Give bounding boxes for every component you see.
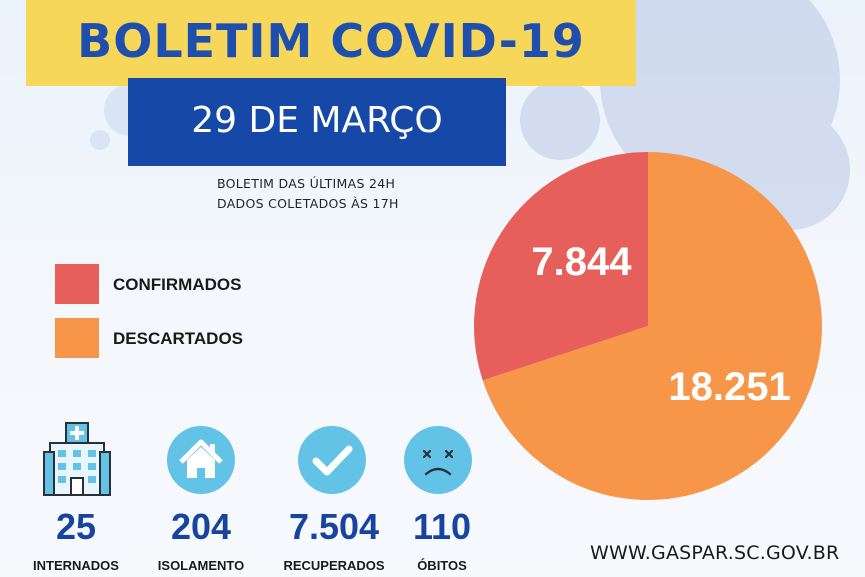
pie-label-confirmados: 7.844: [531, 240, 632, 284]
sad-face-icon: [404, 426, 472, 494]
stat-value-internados: 25: [55, 506, 97, 547]
stat-value-isolamento: 204: [170, 506, 232, 547]
date-banner: 29 DE MARÇO: [128, 78, 506, 166]
page-title: BOLETIM COVID-19: [77, 14, 585, 68]
bulletin-date: 29 DE MARÇO: [191, 100, 443, 141]
stat-label-isolamento: ISOLAMENTO: [157, 558, 245, 573]
legend-label-descartados: DESCARTADOS: [113, 329, 244, 348]
pie-slice-confirmados: [474, 152, 648, 381]
legend-swatch-descartados: [55, 318, 99, 358]
legend-label-confirmados: CONFIRMADOS: [113, 275, 242, 294]
stat-label-internados: INTERNADOS: [33, 558, 119, 573]
stat-label-obitos: ÓBITOS: [417, 558, 467, 573]
pie-chart: 7.844 18.251: [474, 152, 822, 500]
website-url: WWW.GASPAR.SC.GOV.BR: [590, 542, 840, 564]
check-icon: [298, 426, 366, 494]
legend-swatch-confirmados: [55, 264, 99, 304]
hospital-icon: [43, 422, 111, 496]
stat-value-obitos: 110: [412, 506, 472, 547]
pie-slice-descartados: [482, 152, 822, 500]
stat-value-recuperados: 7.504: [288, 506, 380, 547]
pie-label-descartados: 18.251: [668, 365, 790, 409]
house-icon: [167, 426, 235, 494]
title-banner: BOLETIM COVID-19: [26, 0, 636, 86]
subtitle-line-1: BOLETIM DAS ÚLTIMAS 24H: [217, 176, 396, 191]
stat-label-recuperados: RECUPERADOS: [283, 558, 385, 573]
subtitle-line-2: DADOS COLETADOS ÀS 17H: [217, 196, 399, 211]
